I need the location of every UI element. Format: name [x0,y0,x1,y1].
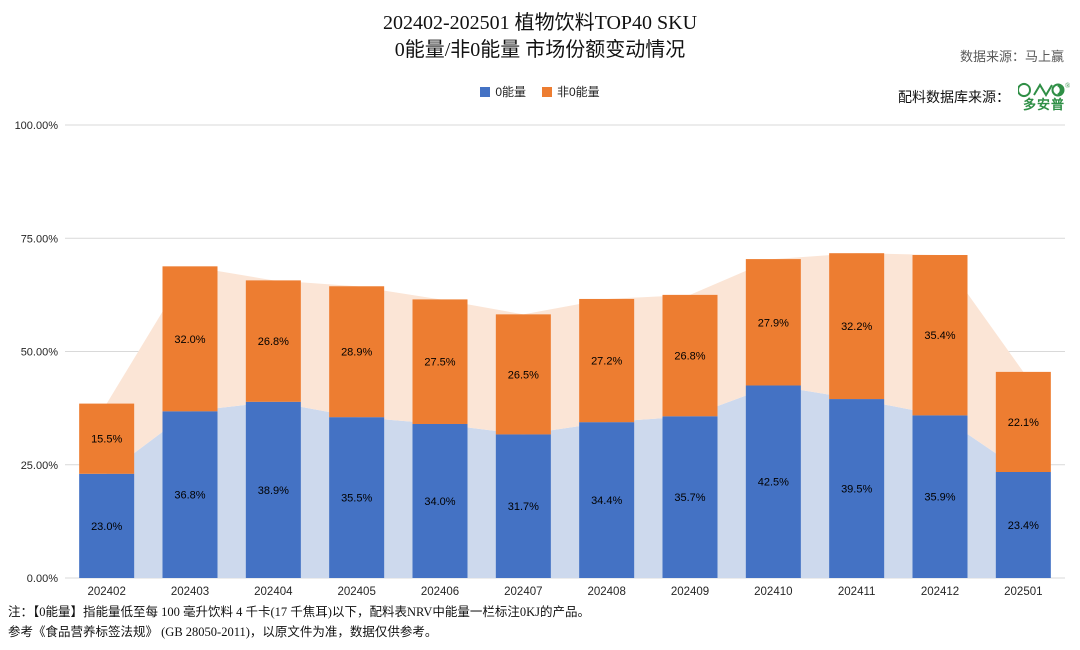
y-axis-tick-label: 100.00% [15,120,59,132]
bar-segment-nonzero-energy [79,403,135,474]
y-axis-tick-label: 25.00% [21,460,59,472]
bar-label-zero-energy: 38.9% [258,485,289,497]
legend-item-nonzero-energy: 非0能量 [542,83,600,100]
chart-title: 202402-202501 植物饮料TOP40 SKU 0能量/非0能量 市场份… [0,10,1080,64]
y-axis-tick-label: 75.00% [21,233,59,245]
ingredient-source-label: 配料数据库来源： [898,90,1010,106]
x-axis-tick-label: 202403 [171,586,209,598]
bar-segment-zero-energy [245,401,301,578]
x-axis-tick-label: 202402 [87,586,125,598]
bar-segment-nonzero-energy [829,253,885,400]
bar-segment-zero-energy [912,415,968,578]
footnotes: 注：【0能量】指能量低至每 100 毫升饮料 4 千卡(17 千焦耳)以下，配料… [8,602,590,642]
duoanpu-logo-text: 多安普 [1022,97,1065,112]
bar-segment-nonzero-energy [912,255,968,416]
bar-segment-nonzero-energy [162,266,218,412]
bar-label-zero-energy: 35.5% [341,493,372,505]
x-axis-tick-label: 202411 [838,586,876,598]
legend-label-nonzero-energy: 非0能量 [557,85,600,99]
bar-label-zero-energy: 36.8% [174,490,205,502]
bar-segment-nonzero-energy [745,259,801,386]
bar-label-nonzero-energy: 22.1% [1008,417,1039,429]
footnote-line2: 参考《食品营养标签法规》 (GB 28050-2011)，以原文件为准，数据仅供… [8,625,438,639]
bar-label-zero-energy: 23.4% [1008,520,1039,532]
legend-item-zero-energy: 0能量 [480,83,526,100]
logo-registered-mark: ® [1065,82,1070,90]
bar-label-nonzero-energy: 15.5% [91,434,122,446]
chart-legend: 0能量 非0能量 [0,83,1080,100]
legend-label-zero-energy: 0能量 [495,85,526,99]
chart-title-line2: 0能量/非0能量 市场份额变动情况 [394,39,686,61]
bar-label-zero-energy: 35.7% [674,492,705,504]
bar-label-zero-energy: 31.7% [508,501,539,513]
y-axis-tick-label: 50.00% [21,347,59,359]
bar-label-zero-energy: 42.5% [758,477,789,489]
x-axis-tick-label: 202408 [587,586,625,598]
bar-label-nonzero-energy: 32.2% [841,321,872,333]
bar-segment-zero-energy [495,434,551,578]
data-source-label: 数据来源：马上赢 [959,49,1064,64]
bar-segment-zero-energy [79,473,135,578]
bar-segment-nonzero-energy [245,280,301,402]
bar-segment-nonzero-energy [495,314,551,435]
legend-swatch-blue [480,86,491,97]
bar-segment-nonzero-energy [329,286,385,418]
x-axis-tick-label: 202405 [337,586,375,598]
bar-label-zero-energy: 34.4% [591,495,622,507]
x-axis-tick-label: 202409 [671,586,709,598]
bar-label-nonzero-energy: 27.5% [424,357,455,369]
bar-segment-nonzero-energy [579,298,635,423]
x-axis-tick-label: 202501 [1004,586,1042,598]
bar-label-nonzero-energy: 35.4% [924,330,955,342]
y-axis-tick-label: 0.00% [27,573,58,585]
bar-segment-nonzero-energy [662,294,718,417]
x-axis-tick-label: 202406 [421,586,459,598]
bar-label-nonzero-energy: 27.2% [591,356,622,368]
x-axis-tick-label: 202407 [504,586,542,598]
bar-label-nonzero-energy: 28.9% [341,347,372,359]
duoanpu-logo-icon: ® [1018,82,1070,97]
duoanpu-logo: ® 多安普 [1018,82,1070,111]
bar-label-zero-energy: 34.0% [424,496,455,508]
bar-label-zero-energy: 23.0% [91,521,122,533]
ingredient-source-row: 配料数据库来源： ® 多安普 [898,82,1070,111]
bar-label-nonzero-energy: 32.0% [174,334,205,346]
x-axis-tick-label: 202410 [754,586,792,598]
bar-segment-zero-energy [662,416,718,578]
bar-segment-zero-energy [579,422,635,578]
bar-segment-zero-energy [745,385,801,578]
bar-segment-zero-energy [329,417,385,578]
bar-segment-zero-energy [995,471,1051,578]
bar-label-nonzero-energy: 26.8% [674,351,705,363]
x-axis-tick-label: 202412 [921,586,959,598]
legend-swatch-orange [542,86,552,97]
bar-segment-nonzero-energy [995,371,1051,472]
bar-label-zero-energy: 35.9% [924,492,955,504]
chart-title-line1: 202402-202501 植物饮料TOP40 SKU [382,12,698,34]
stacked-bar-chart-canvas: 0.00% 25.00% 50.00% 75.00% 100.00% 23.0% 15.5%… [15,120,1065,598]
bar-segment-zero-energy [829,399,885,578]
x-axis-tick-label: 202404 [254,586,293,598]
bar-label-nonzero-energy: 27.9% [758,317,789,329]
bar-label-nonzero-energy: 26.5% [508,369,539,381]
bar-segment-zero-energy [162,411,218,578]
bar-label-zero-energy: 39.5% [841,484,872,496]
footnote-line1: 注：【0能量】指能量低至每 100 毫升饮料 4 千卡(17 千焦耳)以下，配料… [8,605,590,619]
bar-segment-nonzero-energy [412,299,468,424]
bar-label-nonzero-energy: 26.8% [258,336,289,348]
bar-segment-zero-energy [412,423,468,578]
